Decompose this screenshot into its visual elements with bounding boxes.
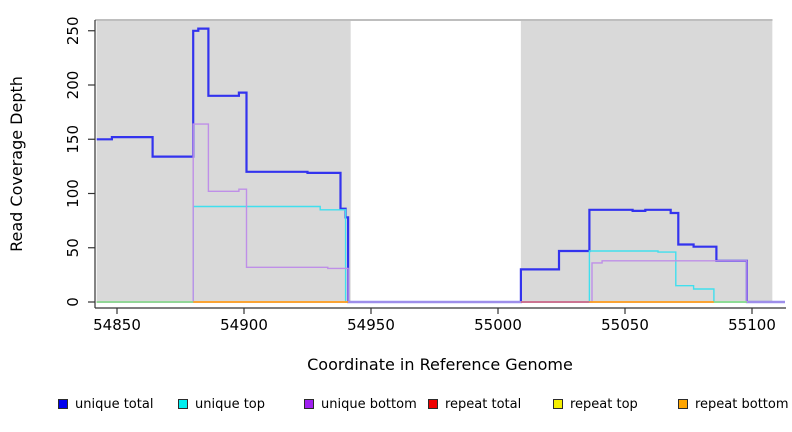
y-axis-title: Read Coverage Depth: [7, 76, 26, 252]
series-unique-top: [96, 205, 785, 303]
legend-label: repeat bottom: [695, 397, 789, 412]
y-tick-label: 50: [64, 238, 82, 257]
y-tick-label: 0: [64, 297, 82, 307]
y-tick-label: 200: [64, 71, 82, 100]
x-tick-label: 54950: [347, 316, 395, 334]
legend-label: unique top: [195, 397, 266, 412]
chart-legend: unique total unique top unique bottom repea…: [0, 396, 792, 426]
series-unique-bottom: [96, 123, 785, 303]
x-tick-label: 55000: [474, 316, 522, 334]
series-unique-total: [96, 27, 785, 304]
legend-label: unique total: [75, 397, 154, 412]
y-tick-label: 250: [64, 16, 82, 45]
legend-swatch-icon: [304, 399, 314, 409]
series-lines: [96, 27, 785, 304]
background-band: [96, 21, 351, 303]
legend-label: repeat total: [445, 397, 522, 412]
background-bands: [95, 19, 773, 303]
legend-swatch-icon: [178, 399, 188, 409]
x-tick-label: 55100: [728, 316, 776, 334]
axes: 54850 54900 54950 55000 55050 55100 0 50 100 150 2…: [64, 16, 786, 334]
x-tick-label: 54850: [93, 316, 141, 334]
y-tick-label: 100: [64, 179, 82, 208]
legend-label: repeat top: [570, 397, 638, 412]
background-band: [520, 21, 773, 303]
x-axis-title: Coordinate in Reference Genome: [307, 355, 573, 374]
legend-swatch-icon: [58, 399, 68, 409]
x-tick-label: 54900: [220, 316, 268, 334]
legend-swatch-icon: [553, 399, 563, 409]
legend-label: unique bottom: [321, 397, 417, 412]
x-tick-label: 55050: [601, 316, 649, 334]
legend-swatch-icon: [678, 399, 688, 409]
legend-swatch-icon: [428, 399, 438, 409]
y-tick-label: 150: [64, 125, 82, 154]
